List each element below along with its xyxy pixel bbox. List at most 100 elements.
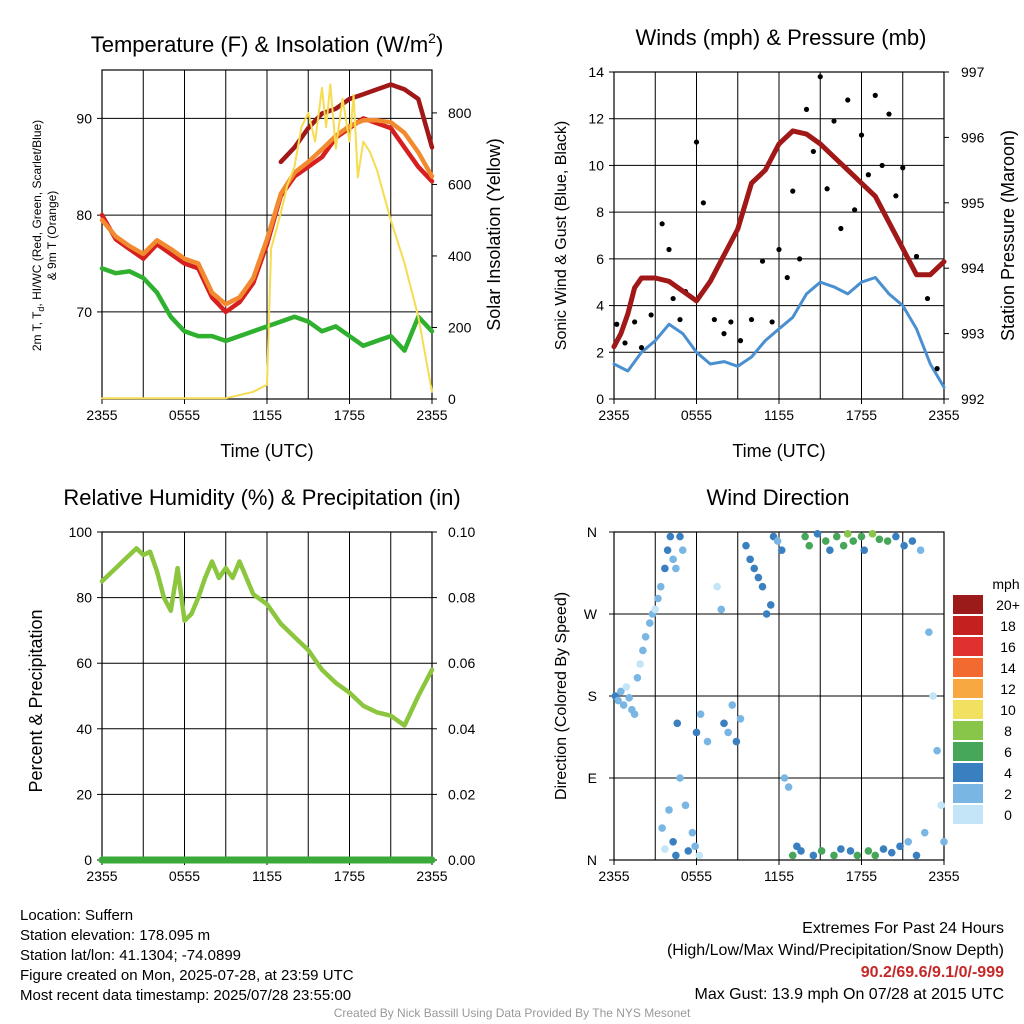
credit-text: Created By Nick Bassill Using Data Provi… xyxy=(333,1006,691,1020)
speed-legend-label: 20+ xyxy=(996,597,1020,613)
direction-point xyxy=(868,530,877,538)
speed-legend-swatch xyxy=(953,637,983,656)
y-axis-label: Sonic Wind & Gust (Blue, Black) xyxy=(553,121,570,350)
gust-point xyxy=(872,92,878,98)
gust-point xyxy=(824,186,830,192)
direction-point xyxy=(688,828,697,837)
direction-point xyxy=(724,728,732,737)
x-tick-label: 2355 xyxy=(928,868,959,884)
gust-point xyxy=(893,193,899,199)
x-tick-label: 1755 xyxy=(334,407,365,423)
speed-legend-label: 16 xyxy=(1000,639,1016,655)
x-tick-label: 1155 xyxy=(252,407,282,423)
series-line-hi xyxy=(278,82,435,165)
y-tick-label: 40 xyxy=(76,721,92,737)
x-tick-label: 2355 xyxy=(928,407,959,423)
direction-point xyxy=(892,532,900,541)
gust-point xyxy=(632,319,638,325)
speed-legend-label: 18 xyxy=(1000,618,1016,634)
gust-point xyxy=(838,225,844,232)
direction-point xyxy=(684,847,693,855)
direction-point xyxy=(676,532,684,541)
created-text: Figure created on Mon, 2025-07-28, at 23… xyxy=(20,967,354,984)
direction-point xyxy=(630,710,639,719)
direction-point xyxy=(669,555,677,564)
direction-point xyxy=(843,530,852,538)
y2-tick-label: 993 xyxy=(961,326,985,342)
extremes-values: 90.2/69.6/9.1/0/-999 xyxy=(860,964,1004,981)
speed-legend-title: mph xyxy=(992,576,1019,592)
series-line-rh xyxy=(99,546,435,728)
extremes-panel: Extremes For Past 24 Hours (High/Low/Max… xyxy=(667,918,1004,1006)
direction-point xyxy=(651,605,660,614)
x-tick-label: 2355 xyxy=(416,868,447,884)
y2-tick-label: 0.04 xyxy=(448,721,475,737)
direction-point xyxy=(777,546,786,555)
direction-point xyxy=(625,694,633,702)
direction-point xyxy=(762,610,771,618)
direction-point xyxy=(728,701,737,709)
direction-point xyxy=(754,573,763,582)
direction-point xyxy=(853,851,862,860)
gust-point xyxy=(711,316,717,323)
gust-point xyxy=(759,258,766,264)
gust-point xyxy=(900,165,906,171)
direction-point xyxy=(695,851,704,860)
y2-tick-label: 600 xyxy=(448,176,472,192)
panel-3 xyxy=(101,531,433,861)
speed-legend-swatch xyxy=(953,721,983,740)
series-line-sonic-wind xyxy=(612,276,946,389)
gust-point xyxy=(865,172,871,178)
speed-legend-swatch xyxy=(953,784,983,803)
y-tick-label: 100 xyxy=(69,524,93,540)
x-tick-label: 1755 xyxy=(334,868,365,884)
direction-point xyxy=(920,828,929,837)
direction-point xyxy=(669,837,677,846)
y-tick-label: 80 xyxy=(76,207,92,223)
direction-point xyxy=(857,532,866,541)
direction-point xyxy=(929,692,937,700)
series-line-9m-t xyxy=(99,118,435,307)
x-axis-label: Time (UTC) xyxy=(732,441,825,461)
direction-point xyxy=(780,774,789,782)
y2-tick-label: 0 xyxy=(448,391,456,407)
direction-point xyxy=(732,737,741,746)
speed-legend-swatch xyxy=(953,595,983,614)
gust-point xyxy=(769,319,775,325)
gust-point xyxy=(748,316,755,323)
station-info: Location: Suffern Station elevation: 178… xyxy=(20,906,354,1006)
x-tick-label: 0555 xyxy=(169,407,200,423)
direction-point xyxy=(933,746,941,755)
speed-legend-label: 14 xyxy=(1000,660,1016,676)
direction-point xyxy=(940,837,948,846)
y-tick-label: N xyxy=(587,852,597,868)
gust-point xyxy=(614,321,620,327)
series-line-td xyxy=(99,266,435,353)
direction-point xyxy=(809,851,818,860)
y2-tick-label: 0.06 xyxy=(448,655,475,671)
gust-point xyxy=(659,221,665,227)
x-tick-label: 2355 xyxy=(86,868,117,884)
gust-point xyxy=(924,295,931,302)
direction-point xyxy=(742,541,750,550)
y2-axis-label: Solar Insolation (Yellow) xyxy=(484,138,504,330)
gust-point xyxy=(913,253,920,260)
y-tick-label: 8 xyxy=(596,204,604,220)
direction-point xyxy=(641,632,650,641)
y2-tick-label: 0.10 xyxy=(448,524,475,540)
direction-point xyxy=(904,837,913,846)
y-tick-label: 0 xyxy=(84,852,92,868)
x-tick-label: 1155 xyxy=(764,407,794,423)
y-tick-label: 60 xyxy=(76,655,92,671)
direction-point xyxy=(678,546,687,555)
gust-point xyxy=(934,366,940,372)
x-tick-label: 0555 xyxy=(681,407,712,423)
direction-point xyxy=(750,564,759,573)
direction-point xyxy=(661,845,669,853)
direction-point xyxy=(797,847,805,855)
direction-point xyxy=(681,801,690,810)
direction-point xyxy=(801,532,809,541)
direction-point xyxy=(813,530,822,538)
gust-point xyxy=(700,200,706,206)
extremes-subtitle: (High/Low/Max Wind/Precipitation/Snow De… xyxy=(666,942,1004,959)
